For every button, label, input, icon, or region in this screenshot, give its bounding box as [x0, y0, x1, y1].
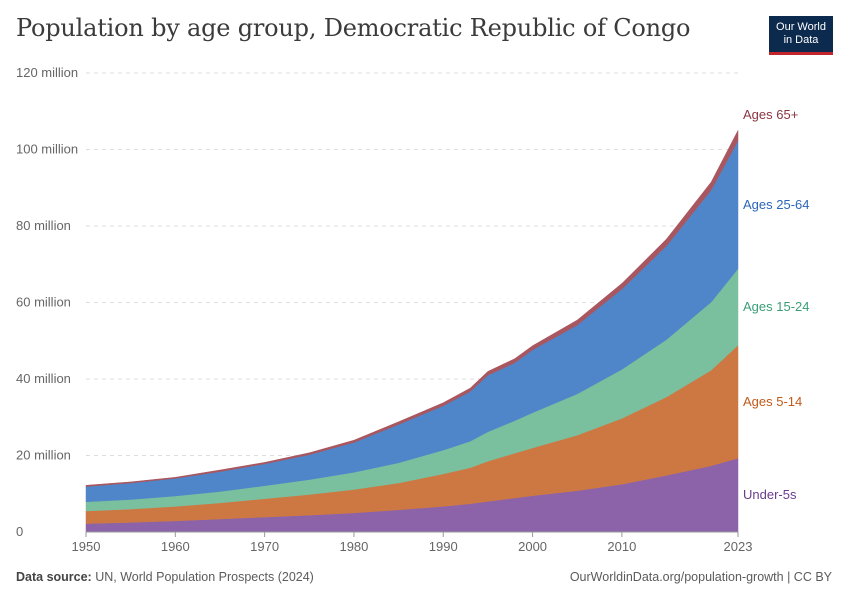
x-tick-label: 2000 [518, 539, 547, 554]
x-tick-label: 1980 [339, 539, 368, 554]
x-tick-label: 1990 [429, 539, 458, 554]
data-source-text: UN, World Population Prospects (2024) [95, 570, 314, 584]
logo-line-1: Our World [776, 21, 826, 33]
series-label: Ages 15-24 [743, 299, 810, 314]
series-label: Ages 65+ [743, 107, 798, 122]
y-tick-label: 40 million [16, 371, 71, 386]
logo-line-2: in Data [783, 34, 819, 46]
y-tick-label: 100 million [16, 142, 78, 157]
y-tick-label: 120 million [16, 65, 78, 80]
x-tick-label: 2023 [724, 539, 753, 554]
data-source-label: Data source: [16, 570, 92, 584]
y-tick-label: 80 million [16, 218, 71, 233]
series-label: Ages 25-64 [743, 197, 810, 212]
y-tick-label: 0 [16, 524, 23, 539]
x-tick-label: 1950 [72, 539, 101, 554]
x-tick-label: 2010 [607, 539, 636, 554]
area-ages-65- [85, 130, 739, 487]
y-tick-label: 20 million [16, 448, 71, 463]
data-source: Data source: UN, World Population Prospe… [16, 570, 314, 584]
x-tick-label: 1970 [250, 539, 279, 554]
series-label: Under-5s [743, 487, 797, 502]
owid-logo[interactable]: Our World in Data [769, 16, 833, 55]
series-label: Ages 5-14 [743, 394, 802, 409]
chart-title: Population by age group, Democratic Repu… [16, 14, 691, 42]
y-tick-label: 60 million [16, 295, 71, 310]
source-url-link[interactable]: OurWorldinData.org/population-growth | C… [569, 570, 832, 584]
x-tick-label: 1960 [161, 539, 190, 554]
